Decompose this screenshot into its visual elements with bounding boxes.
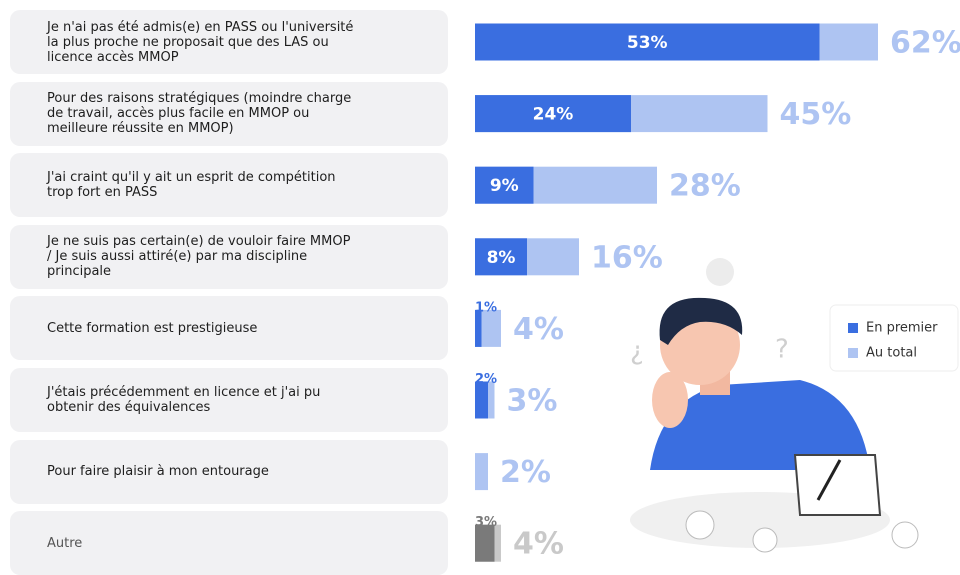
legend-swatch [848,323,858,333]
total-label: 28% [669,169,741,204]
category-label: Pour faire plaisir à mon entourage [10,439,448,504]
legend-label: Au total [866,346,917,361]
first-label: 9% [490,176,519,196]
first-label: 3% [475,515,497,530]
category-label: J'ai craint qu'il y ait un esprit de com… [10,153,448,218]
total-label: 4% [513,312,564,347]
bar [475,524,495,562]
bar [475,166,534,204]
category-label: Je n'ai pas été admis(e) en PASS ou l'un… [10,10,448,74]
category-label: Cette formation est prestigieuse [10,296,448,361]
bar [475,381,488,419]
first-label: 8% [487,248,516,268]
bar [475,453,488,491]
illustration: ¿ ? [630,258,919,553]
bar [475,309,482,347]
legend [829,304,959,372]
svg-text:?: ? [775,335,789,365]
first-label: 24% [533,105,574,125]
total-label: 62% [890,26,960,61]
bar [475,23,820,61]
first-label: 2% [475,372,497,387]
total-label: 16% [591,240,663,275]
legend-swatch [848,348,858,358]
first-label: 1% [475,300,497,315]
total-label: 4% [513,527,564,562]
legend-label: En premier [866,321,938,336]
total-label: 3% [507,384,558,419]
category-label: Je ne suis pas certain(e) de vouloir fai… [10,224,448,289]
category-label: J'étais précédemment en licence et j'ai … [10,368,448,432]
total-label: 2% [500,455,551,490]
bar [475,95,631,133]
first-label: 53% [627,33,668,53]
svg-text:¿: ¿ [630,337,644,367]
category-label: Pour des raisons stratégiques (moindre c… [10,81,448,146]
category-label: Autre [10,511,448,575]
bar [475,238,527,276]
total-label: 45% [780,97,852,132]
